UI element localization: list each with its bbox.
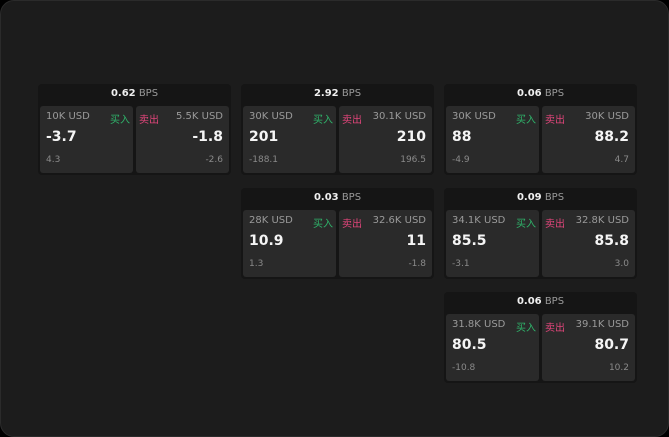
buy-label: 买入 xyxy=(516,115,536,126)
spread-value: 0.03 xyxy=(313,192,339,203)
sell-label: 卖出 xyxy=(545,323,565,334)
spread-value: 0.62 xyxy=(110,88,136,99)
sell-button[interactable]: 32.6K USD 卖出 11 -1.8 xyxy=(339,210,432,277)
ask-price: 85.8 xyxy=(594,233,629,249)
spread-unit: BPS xyxy=(544,192,565,203)
spread-header: 0.09 BPS xyxy=(444,188,637,209)
ask-change: -1.8 xyxy=(408,259,426,269)
ask-size: 32.8K USD xyxy=(575,215,629,226)
bid-size: 30K USD xyxy=(452,111,496,122)
spread-unit: BPS xyxy=(138,88,159,99)
sell-button[interactable]: 30.1K USD 卖出 210 196.5 xyxy=(339,106,432,173)
bid-price: 85.5 xyxy=(452,233,487,249)
ask-size: 30.1K USD xyxy=(372,111,426,122)
quote-card: 0.09 BPS 34.1K USD 买入 85.5 -3.1 32.8K US… xyxy=(444,188,637,279)
ask-price: 80.7 xyxy=(594,337,629,353)
spread-value: 0.09 xyxy=(516,192,542,203)
buy-label: 买入 xyxy=(516,219,536,230)
bid-change: 4.3 xyxy=(46,155,61,165)
buy-button[interactable]: 30K USD 买入 201 -188.1 xyxy=(243,106,336,173)
bid-size: 34.1K USD xyxy=(452,215,506,226)
ask-change: -2.6 xyxy=(205,155,223,165)
quote-card: 2.92 BPS 30K USD 买入 201 -188.1 30.1K USD… xyxy=(241,84,434,175)
sell-label: 卖出 xyxy=(545,219,565,230)
bid-size: 30K USD xyxy=(249,111,293,122)
bid-price: 80.5 xyxy=(452,337,487,353)
sell-label: 卖出 xyxy=(342,219,362,230)
buy-button[interactable]: 10K USD 买入 -3.7 4.3 xyxy=(40,106,133,173)
ask-price: 88.2 xyxy=(594,129,629,145)
buy-label: 买入 xyxy=(313,115,333,126)
spread-value: 0.06 xyxy=(516,296,542,307)
ask-price: 11 xyxy=(406,233,426,249)
sell-button[interactable]: 39.1K USD 卖出 80.7 10.2 xyxy=(542,314,635,381)
quote-card: 0.06 BPS 30K USD 买入 88 -4.9 30K USD 卖出 8… xyxy=(444,84,637,175)
bid-change: -10.8 xyxy=(452,363,476,373)
sell-button[interactable]: 32.8K USD 卖出 85.8 3.0 xyxy=(542,210,635,277)
spread-unit: BPS xyxy=(544,296,565,307)
bid-change: 1.3 xyxy=(249,259,264,269)
sell-button[interactable]: 5.5K USD 卖出 -1.8 -2.6 xyxy=(136,106,229,173)
bid-price: 201 xyxy=(249,129,279,145)
spread-header: 0.06 BPS xyxy=(444,84,637,105)
bid-size: 10K USD xyxy=(46,111,90,122)
ask-size: 39.1K USD xyxy=(575,319,629,330)
buy-label: 买入 xyxy=(516,323,536,334)
ask-price: 210 xyxy=(396,129,426,145)
buy-button[interactable]: 28K USD 买入 10.9 1.3 xyxy=(243,210,336,277)
spread-unit: BPS xyxy=(341,88,362,99)
sell-label: 卖出 xyxy=(545,115,565,126)
bid-price: -3.7 xyxy=(46,129,77,145)
quote-card: 0.03 BPS 28K USD 买入 10.9 1.3 32.6K USD 卖… xyxy=(241,188,434,279)
bid-change: -3.1 xyxy=(452,259,470,269)
bid-size: 31.8K USD xyxy=(452,319,506,330)
spread-header: 0.03 BPS xyxy=(241,188,434,209)
spread-unit: BPS xyxy=(341,192,362,203)
spread-unit: BPS xyxy=(544,88,565,99)
bid-price: 88 xyxy=(452,129,472,145)
ask-change: 4.7 xyxy=(614,155,629,165)
ask-change: 10.2 xyxy=(608,363,629,373)
sell-button[interactable]: 30K USD 卖出 88.2 4.7 xyxy=(542,106,635,173)
ask-change: 3.0 xyxy=(614,259,629,269)
spread-header: 0.62 BPS xyxy=(38,84,231,105)
spread-header: 2.92 BPS xyxy=(241,84,434,105)
bid-change: -188.1 xyxy=(249,155,279,165)
spread-header: 0.06 BPS xyxy=(444,292,637,313)
ask-change: 196.5 xyxy=(400,155,426,165)
ask-size: 30K USD xyxy=(585,111,629,122)
buy-button[interactable]: 34.1K USD 买入 85.5 -3.1 xyxy=(446,210,539,277)
bid-price: 10.9 xyxy=(249,233,284,249)
quote-card: 0.62 BPS 10K USD 买入 -3.7 4.3 5.5K USD 卖出… xyxy=(38,84,231,175)
quote-card: 0.06 BPS 31.8K USD 买入 80.5 -10.8 39.1K U… xyxy=(444,292,637,383)
ask-price: -1.8 xyxy=(192,129,223,145)
sell-label: 卖出 xyxy=(342,115,362,126)
buy-label: 买入 xyxy=(110,115,130,126)
buy-button[interactable]: 30K USD 买入 88 -4.9 xyxy=(446,106,539,173)
buy-button[interactable]: 31.8K USD 买入 80.5 -10.8 xyxy=(446,314,539,381)
bid-change: -4.9 xyxy=(452,155,470,165)
spread-value: 2.92 xyxy=(313,88,339,99)
ask-size: 32.6K USD xyxy=(372,215,426,226)
ask-size: 5.5K USD xyxy=(175,111,223,122)
buy-label: 买入 xyxy=(313,219,333,230)
bid-size: 28K USD xyxy=(249,215,293,226)
sell-label: 卖出 xyxy=(139,115,159,126)
spread-value: 0.06 xyxy=(516,88,542,99)
